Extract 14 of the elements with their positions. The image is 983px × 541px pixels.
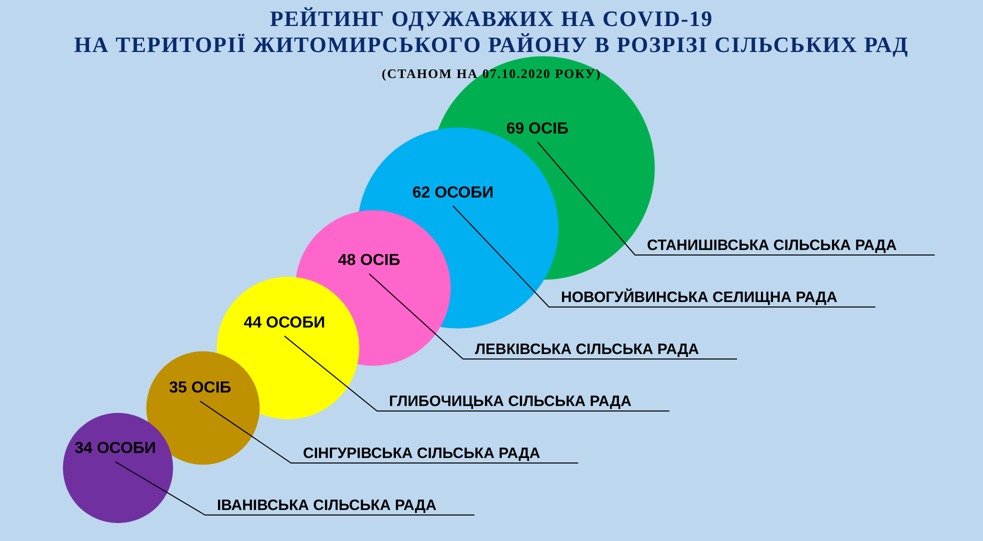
- category-label: СТАНИШІВСЬКА СІЛЬСЬКА РАДА: [647, 237, 897, 254]
- data-label: 35 ОСІБ: [169, 380, 232, 397]
- data-label: 44 ОСОБИ: [244, 314, 326, 332]
- category-label: СІНГУРІВСЬКА СІЛЬСЬКА РАДА: [303, 445, 540, 462]
- data-label: 69 ОСІБ: [506, 120, 569, 138]
- data-label: 34 ОСОБИ: [74, 440, 156, 458]
- category-label: НОВОГУЙВИНСЬКА СЕЛИЩНА РАДА: [561, 288, 838, 306]
- category-label: ЛЕВКІВСЬКА СІЛЬСЬКА РАДА: [475, 341, 700, 358]
- category-label: ІВАНІВСЬКА СІЛЬСЬКА РАДА: [217, 497, 437, 514]
- text: (СТАНОМ НА 07.10.2020 РОКУ): [380, 66, 602, 82]
- text: РЕЙТИНГ ОДУЖАВЖИХ НА COVID-19 НА ТЕРИТОРІЇ ЖИТОМИРСЬКОГО РАЙОНУ В РОЗРІЗІ СІЛЬСЬКИХ РАД: [73, 6, 910, 58]
- data-label: 48 ОСІБ: [338, 252, 400, 270]
- data-label: 62 ОСОБИ: [412, 184, 494, 202]
- category-label: ГЛИБОЧИЦЬКА СІЛЬСЬКА РАДА: [389, 393, 632, 410]
